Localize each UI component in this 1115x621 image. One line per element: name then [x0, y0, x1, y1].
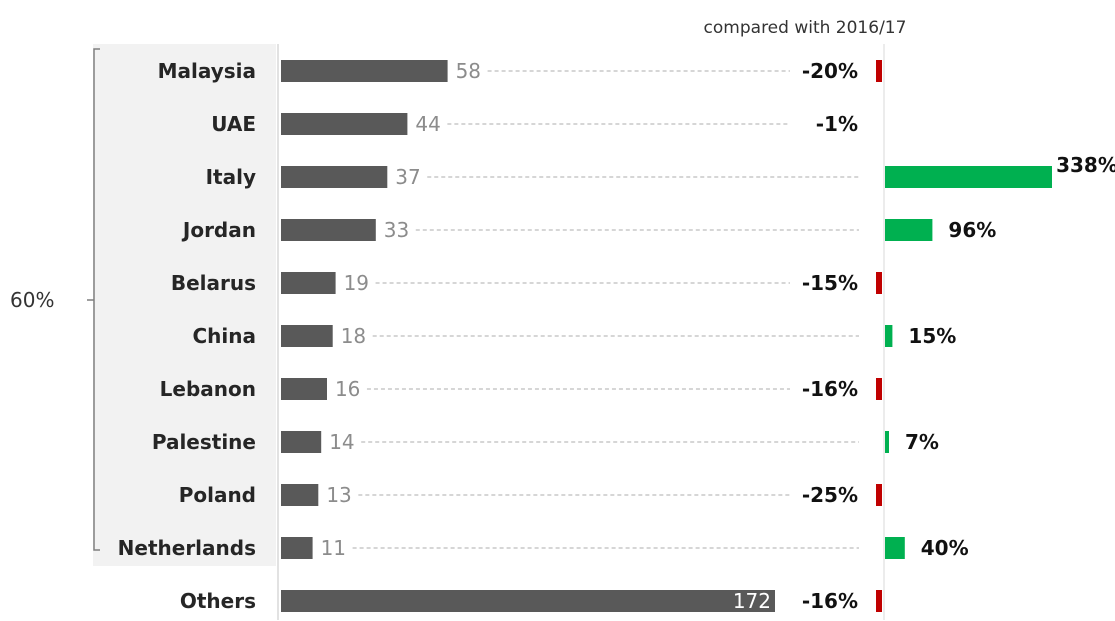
value-label: 58: [456, 59, 481, 83]
bar: [281, 590, 775, 612]
change-label: -1%: [816, 112, 858, 136]
value-label: 11: [321, 536, 346, 560]
category-label: Poland: [179, 483, 256, 507]
change-bar: [885, 431, 889, 453]
change-bar: [876, 378, 882, 400]
category-label: Palestine: [152, 430, 256, 454]
value-label: 14: [329, 430, 354, 454]
category-label: Netherlands: [118, 536, 256, 560]
rows-layer: Malaysia 58 -20% UAE 44 -1% Italy 37 338% Jordan 3…: [118, 59, 1115, 613]
category-label: Italy: [206, 165, 256, 189]
category-label-panel: [93, 44, 276, 566]
bar: [281, 378, 327, 400]
change-bar: [876, 60, 882, 82]
bar: [281, 325, 333, 347]
change-bar: [876, 484, 882, 506]
bracket-label: 60%: [10, 288, 54, 312]
value-label: 13: [326, 483, 351, 507]
category-label: Others: [180, 589, 256, 613]
category-label: UAE: [211, 112, 256, 136]
change-bar: [885, 219, 933, 241]
value-label: 19: [344, 271, 369, 295]
value-label: 18: [341, 324, 366, 348]
category-label: China: [192, 324, 256, 348]
value-label: 44: [415, 112, 440, 136]
change-bar: [885, 537, 905, 559]
change-label: 96%: [948, 218, 996, 242]
change-bar: [876, 272, 882, 294]
change-label: -16%: [802, 589, 858, 613]
bar: [281, 537, 313, 559]
bracket: [87, 48, 100, 551]
change-label: -20%: [802, 59, 858, 83]
change-label: 40%: [921, 536, 969, 560]
value-label: 33: [384, 218, 409, 242]
change-label: -16%: [802, 377, 858, 401]
change-label: -25%: [802, 483, 858, 507]
bar: [281, 60, 448, 82]
bar: [281, 484, 319, 506]
value-label: 172: [733, 589, 771, 613]
bar: [281, 166, 388, 188]
bar: [281, 113, 408, 135]
change-label: -15%: [802, 271, 858, 295]
category-label: Malaysia: [158, 59, 256, 83]
change-bar: [885, 325, 893, 347]
change-label: 7%: [905, 430, 939, 454]
change-header: compared with 2016/17: [704, 18, 907, 38]
category-label: Jordan: [181, 218, 256, 242]
category-label: Lebanon: [160, 377, 256, 401]
change-bar: [876, 590, 882, 612]
value-label: 16: [335, 377, 360, 401]
bar: [281, 272, 336, 294]
bar: [281, 219, 376, 241]
change-label: 338%: [1056, 153, 1115, 177]
bar: [281, 431, 322, 453]
value-label: 37: [395, 165, 420, 189]
category-label: Belarus: [171, 271, 256, 295]
change-label: 15%: [908, 324, 956, 348]
change-bar: [885, 166, 1052, 188]
